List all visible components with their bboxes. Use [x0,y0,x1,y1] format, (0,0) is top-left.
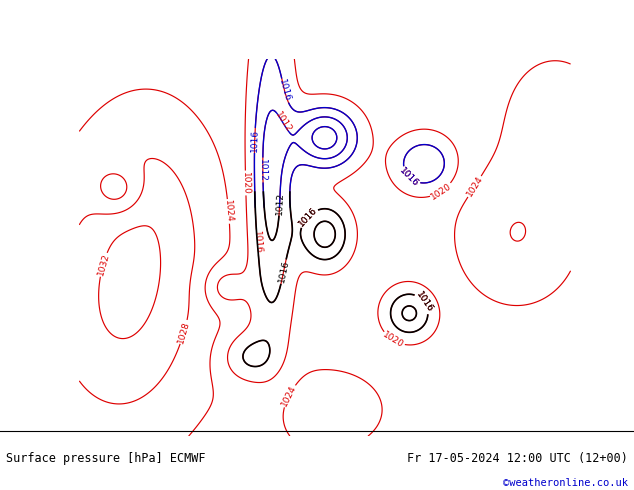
Text: 1020: 1020 [429,181,453,201]
Text: 1016: 1016 [250,129,260,152]
Text: Fr 17-05-2024 12:00 UTC (12+00): Fr 17-05-2024 12:00 UTC (12+00) [407,452,628,465]
Text: 1016: 1016 [277,260,290,284]
Text: 1012: 1012 [275,192,285,215]
Text: 1016: 1016 [398,166,420,189]
Text: 1020: 1020 [381,330,405,350]
Text: 1032: 1032 [96,252,110,277]
Text: 1024: 1024 [223,199,234,223]
Text: 1020: 1020 [241,172,250,195]
Text: 1016: 1016 [414,291,435,315]
Text: 1016: 1016 [277,78,292,103]
Text: ©weatheronline.co.uk: ©weatheronline.co.uk [503,478,628,488]
Text: 1016: 1016 [297,206,319,229]
Text: Surface pressure [hPa] ECMWF: Surface pressure [hPa] ECMWF [6,452,206,465]
Text: 1016: 1016 [398,166,420,189]
Text: 1012: 1012 [258,158,268,181]
Text: 1024: 1024 [280,384,298,408]
Text: 1028: 1028 [176,320,191,344]
Text: 1016: 1016 [252,230,262,254]
Text: 1024: 1024 [465,174,484,198]
Text: 1016: 1016 [414,291,435,315]
Text: 1012: 1012 [273,111,293,135]
Text: 1016: 1016 [297,206,319,229]
